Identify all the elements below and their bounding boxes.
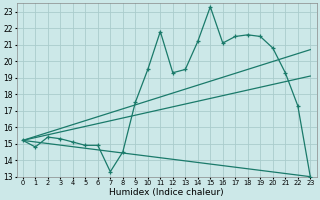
X-axis label: Humidex (Indice chaleur): Humidex (Indice chaleur)	[109, 188, 224, 197]
